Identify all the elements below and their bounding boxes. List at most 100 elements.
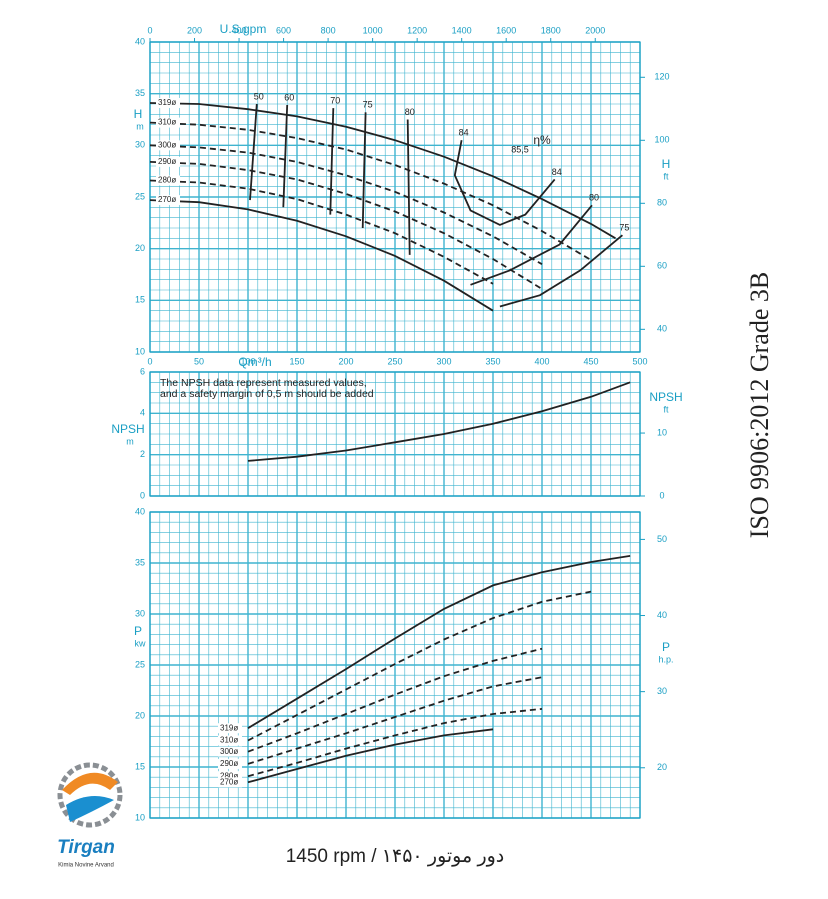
x-tick-label: 50 [194, 356, 204, 366]
y2-tick-label: 40 [657, 610, 667, 620]
x2-tick-label: 800 [321, 25, 336, 35]
series-label-box [156, 140, 180, 151]
series-label: 290ø [158, 157, 176, 166]
series-label: 270ø [158, 195, 176, 204]
logo: Tirgan Kimia Novine Arvand [57, 762, 123, 869]
y-tick-label: 30 [135, 608, 145, 618]
x-tick-label: 450 [583, 356, 598, 366]
x2-tick-label: 200 [187, 25, 202, 35]
y2-tick-label: 30 [657, 686, 667, 696]
y2-tick-label: 10 [657, 427, 667, 437]
note: The NPSH data represent measured values, [160, 377, 367, 389]
x2-tick-label: 0 [147, 25, 152, 35]
y2-axis-label: P [662, 640, 670, 654]
y-tick-label: 15 [135, 761, 145, 771]
series-label-box [156, 195, 180, 206]
plot-frame [149, 511, 641, 819]
series-line [247, 381, 631, 462]
side-text: ISO 9906:2012 Grade 3B [745, 272, 774, 538]
y-tick-label: 40 [135, 36, 145, 46]
y-axis-label: NPSH [111, 422, 144, 436]
series-label: 270ø [220, 777, 238, 786]
efficiency-label: 75 [363, 100, 373, 110]
x-tick-label: 150 [289, 356, 304, 366]
series-label-box [218, 746, 242, 757]
logo-swoosh [62, 772, 118, 795]
y2-tick-label: 100 [654, 135, 669, 145]
x2-tick-label: 1800 [541, 25, 561, 35]
series-line [247, 676, 543, 765]
y-tick-label: 35 [135, 557, 145, 567]
efficiency-line [361, 112, 367, 229]
y-tick-label: 25 [135, 659, 145, 669]
efficiency-label: 80 [405, 107, 415, 117]
series-label: 280ø [220, 771, 238, 780]
efficiency-label: 75 [619, 223, 629, 233]
logo-subtitle: Kimia Novine Arvand [58, 863, 114, 869]
series-line [247, 590, 592, 742]
y2-axis-label: NPSH [649, 390, 682, 404]
x2-axis-label: U.S.gpm [220, 22, 267, 36]
logo-swoosh [66, 796, 114, 822]
series-label-box [156, 156, 180, 167]
y-tick-label: 6 [140, 366, 145, 376]
x2-tick-label: 1400 [452, 25, 472, 35]
series-line [149, 144, 543, 265]
y-tick-label: 4 [140, 408, 145, 418]
efficiency-line [453, 140, 556, 226]
series-label-box [218, 723, 242, 734]
y2-tick-label: 120 [654, 72, 669, 82]
logo-name: Tirgan [57, 837, 115, 858]
y-tick-label: 40 [135, 506, 145, 516]
y-axis-unit: m [136, 121, 144, 131]
series-label: 310ø [158, 118, 176, 127]
efficiency-label: 80 [589, 193, 599, 203]
series-line [149, 199, 494, 312]
y2-tick-label: 80 [657, 198, 667, 208]
efficiency-label: 70 [330, 96, 340, 106]
series-label: 310ø [220, 736, 238, 745]
y-tick-label: 20 [135, 710, 145, 720]
x2-tick-label: 600 [276, 25, 291, 35]
efficiency-label: 60 [284, 92, 294, 102]
efficiency-line [499, 234, 623, 308]
series-line [247, 647, 543, 753]
y2-tick-label: 20 [657, 762, 667, 772]
series-line [149, 179, 494, 285]
series-label-box [218, 735, 242, 746]
plot-frame [149, 41, 641, 353]
x-tick-label: 0 [147, 356, 152, 366]
y-tick-label: 25 [135, 191, 145, 201]
efficiency-label: 84 [552, 167, 562, 177]
x2-tick-label: 1200 [407, 25, 427, 35]
x-tick-label: 300 [436, 356, 451, 366]
footer: 1450 rpm / ۱۴۵۰ دور موتور [286, 846, 505, 867]
series-label-box [218, 771, 242, 782]
y-axis-unit: m [126, 436, 134, 446]
efficiency-label: 84 [459, 128, 469, 138]
y-tick-label: 2 [140, 449, 145, 459]
series-label-box [156, 117, 180, 128]
series-label-box [156, 97, 180, 108]
series-line [149, 161, 543, 290]
x2-tick-label: 1600 [496, 25, 516, 35]
efficiency-line [282, 104, 289, 208]
efficiency-line [470, 204, 593, 286]
y-tick-label: 35 [135, 88, 145, 98]
series-label: 319ø [220, 723, 238, 732]
y-axis-unit: kw [135, 638, 147, 648]
plot-frame [149, 371, 641, 497]
y2-axis-label: H [662, 157, 671, 171]
y2-tick-label: 60 [657, 261, 667, 271]
y-tick-label: 10 [135, 346, 145, 356]
y-tick-label: 15 [135, 295, 145, 305]
series-label: 280ø [158, 176, 176, 185]
efficiency-line [329, 108, 335, 215]
y-axis-label: P [134, 624, 142, 638]
series-label-box [218, 758, 242, 769]
x-tick-label: 100 [240, 356, 255, 366]
x2-tick-label: 1000 [363, 25, 383, 35]
